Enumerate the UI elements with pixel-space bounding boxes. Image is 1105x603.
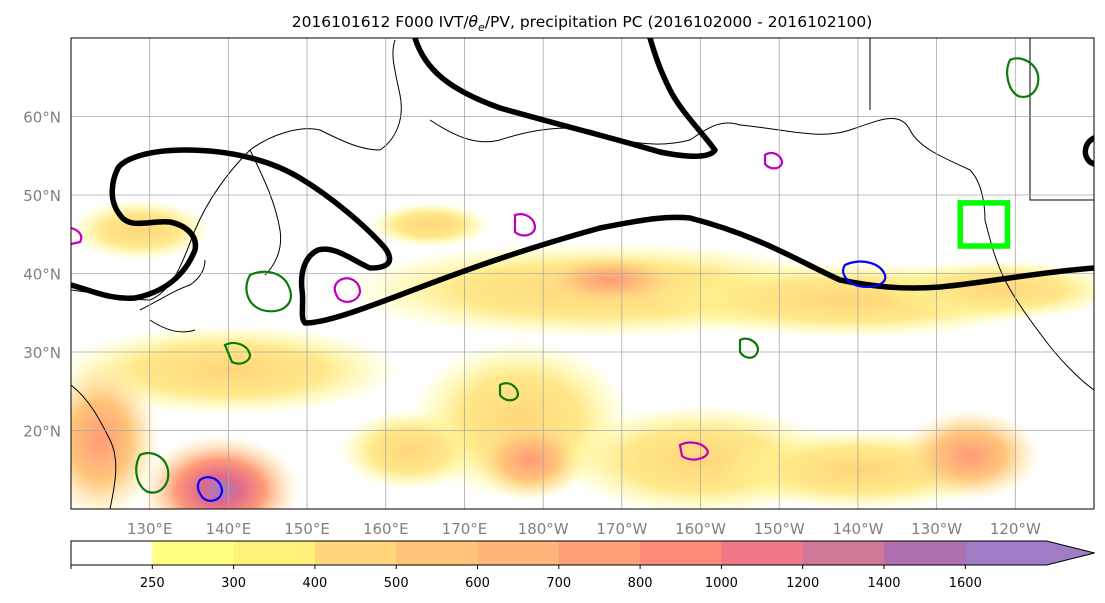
colorbar-segment	[233, 541, 316, 565]
title-theta: θ	[469, 13, 479, 31]
lon-tick-label: 170°W	[596, 520, 647, 538]
title-part-2: /PV, precipitation PC (2016102000 - 2016…	[485, 13, 872, 31]
lon-tick-label: 130°W	[911, 520, 962, 538]
lat-tick-label: 30°N	[23, 344, 61, 362]
lon-tick-label: 170°E	[442, 520, 488, 538]
colorbar-tick-label: 300	[221, 576, 246, 591]
colorbar-segment	[396, 541, 478, 565]
colorbar-tick-label: 1000	[705, 576, 738, 591]
colorbar: 250 300 400 500 600 700 800 1000 1200 1400 1600	[70, 540, 1095, 591]
colorbar-tick-label: 500	[384, 576, 409, 591]
lat-tick-label: 20°N	[23, 423, 61, 441]
title-sub: e	[478, 21, 485, 34]
colorbar-tick-label: 800	[628, 576, 653, 591]
canada-coast	[739, 117, 986, 221]
lon-tick-label: 160°W	[675, 520, 726, 538]
colorbar-segment	[721, 541, 804, 565]
borders	[869, 38, 1094, 201]
lat-tick-labels: 20°N 30°N 40°N 50°N 60°N	[23, 109, 61, 441]
asia-coast	[71, 39, 402, 301]
colorbar-tick-label: 400	[302, 576, 327, 591]
colorbar-extend-arrow	[1046, 541, 1095, 565]
ivt-shading	[71, 200, 1094, 509]
target-region-box	[957, 200, 1011, 249]
pv-contours	[71, 57, 1040, 502]
lat-tick-label: 50°N	[23, 187, 61, 205]
colorbar-segment	[884, 541, 966, 565]
coastlines	[71, 38, 1094, 509]
lon-tick-label: 150°W	[754, 520, 805, 538]
philippines-coast	[71, 384, 117, 509]
lon-tick-label: 140°W	[832, 520, 883, 538]
map-area	[71, 38, 1094, 509]
lat-tick-label: 60°N	[23, 109, 61, 127]
lon-tick-label: 140°E	[206, 520, 252, 538]
lat-tick-label: 40°N	[23, 266, 61, 284]
colorbar-tick-label: 700	[546, 576, 571, 591]
map-border	[70, 37, 1095, 510]
colorbar-segment	[802, 541, 885, 565]
us-west-coast	[984, 219, 1094, 391]
japan-south-coast	[149, 319, 196, 333]
colorbar-segment	[314, 541, 397, 565]
colorbar-tick-label: 600	[465, 576, 490, 591]
lon-tick-label: 160°E	[363, 520, 409, 538]
colorbar-tick-label: 1600	[949, 576, 982, 591]
gridlines	[71, 38, 1094, 509]
lon-tick-labels: 130°E 140°E 150°E 160°E 170°E 180°W 170°W 160°W…	[127, 520, 1041, 538]
kamchatka-coast	[249, 149, 282, 276]
colorbar-tick-label: 250	[140, 576, 165, 591]
colorbar-segment	[965, 541, 1048, 565]
colorbar-outline	[70, 540, 1095, 566]
theta-contour-main	[71, 147, 1094, 326]
colorbar-tick-label: 1200	[786, 576, 819, 591]
figure-title: 2016101612 F000 IVT/θe/PV, precipitation…	[292, 13, 873, 34]
theta-contours	[71, 38, 1094, 326]
colorbar-tick-label: 1400	[867, 576, 900, 591]
theta-contour-north	[412, 38, 718, 159]
colorbar-segment	[71, 541, 153, 565]
theta-contour-east	[1082, 135, 1094, 167]
colorbar-segment	[640, 541, 722, 565]
colorbar-segment	[477, 541, 560, 565]
lon-tick-label: 150°E	[284, 520, 330, 538]
japan-coast	[139, 259, 206, 311]
colorbar-segment	[558, 541, 641, 565]
lon-tick-label: 120°W	[990, 520, 1041, 538]
colorbar-segment	[152, 541, 235, 565]
title-part-1: 2016101612 F000 IVT/	[292, 13, 470, 31]
lon-tick-label: 180°W	[518, 520, 569, 538]
lon-tick-label: 130°E	[127, 520, 173, 538]
